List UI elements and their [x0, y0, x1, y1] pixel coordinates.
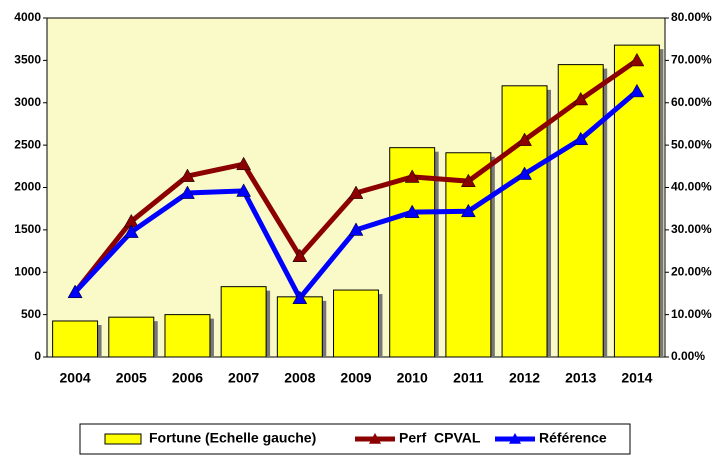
x-tick-label: 2010 [397, 370, 428, 386]
marker [236, 183, 252, 197]
marker [292, 248, 308, 262]
marker [517, 166, 532, 180]
bar [333, 289, 379, 358]
bar [557, 64, 604, 358]
marker [348, 222, 364, 236]
marker [573, 91, 589, 106]
marker [348, 185, 364, 199]
x-tick-label: 2007 [228, 370, 259, 386]
y-tick-label: 1500 [14, 222, 41, 236]
legend-swatch [104, 433, 142, 445]
x-tick-label: 2012 [509, 370, 540, 386]
x-tick-label: 2014 [621, 370, 652, 386]
y2-tick-label: 30.00% [671, 222, 712, 236]
bar [52, 320, 99, 358]
marker [404, 204, 420, 218]
y2-tick-label: 50.00% [671, 137, 712, 151]
marker [236, 156, 252, 171]
marker [404, 169, 420, 183]
legend-label: Perf CPVAL [399, 430, 481, 446]
marker [180, 168, 195, 182]
marker [629, 83, 645, 98]
bar [164, 314, 211, 358]
y-tick-label: 500 [21, 307, 41, 321]
legend-marker [509, 433, 521, 444]
legend-label: Fortune (Echelle gauche) [149, 430, 316, 446]
x-tick-label: 2005 [116, 370, 147, 386]
y-tick-label: 4000 [14, 10, 41, 24]
marker [460, 203, 476, 218]
marker [460, 173, 476, 187]
marker [67, 284, 83, 299]
bar [108, 316, 155, 358]
y-tick-label: 3000 [14, 95, 41, 109]
y-tick-label: 2500 [14, 137, 41, 151]
x-tick-label: 2013 [565, 370, 596, 386]
bar [220, 286, 267, 358]
y2-tick-label: 0.00% [671, 349, 705, 363]
marker [180, 185, 195, 199]
x-tick-label: 2004 [60, 370, 91, 386]
legend-label: Référence [539, 430, 607, 446]
y2-tick-label: 60.00% [671, 95, 712, 109]
x-tick-label: 2011 [453, 370, 484, 386]
y2-tick-label: 80.00% [671, 10, 712, 24]
y-tick-label: 3500 [14, 53, 41, 67]
y-tick-label: 2000 [14, 180, 41, 194]
marker [292, 290, 308, 304]
y2-tick-label: 40.00% [671, 180, 712, 194]
legend-marker [369, 433, 381, 444]
marker [123, 224, 139, 238]
marker [517, 132, 532, 146]
y-tick-label: 1000 [14, 264, 41, 278]
x-tick-label: 2008 [284, 370, 315, 386]
y2-tick-label: 10.00% [671, 307, 712, 321]
y2-tick-label: 20.00% [671, 264, 712, 278]
y2-tick-label: 70.00% [671, 53, 712, 67]
x-tick-label: 2009 [340, 370, 371, 386]
marker [629, 52, 645, 67]
y-tick-label: 0 [34, 349, 41, 363]
marker [573, 131, 589, 146]
x-tick-label: 2006 [172, 370, 203, 386]
bar [276, 296, 323, 358]
